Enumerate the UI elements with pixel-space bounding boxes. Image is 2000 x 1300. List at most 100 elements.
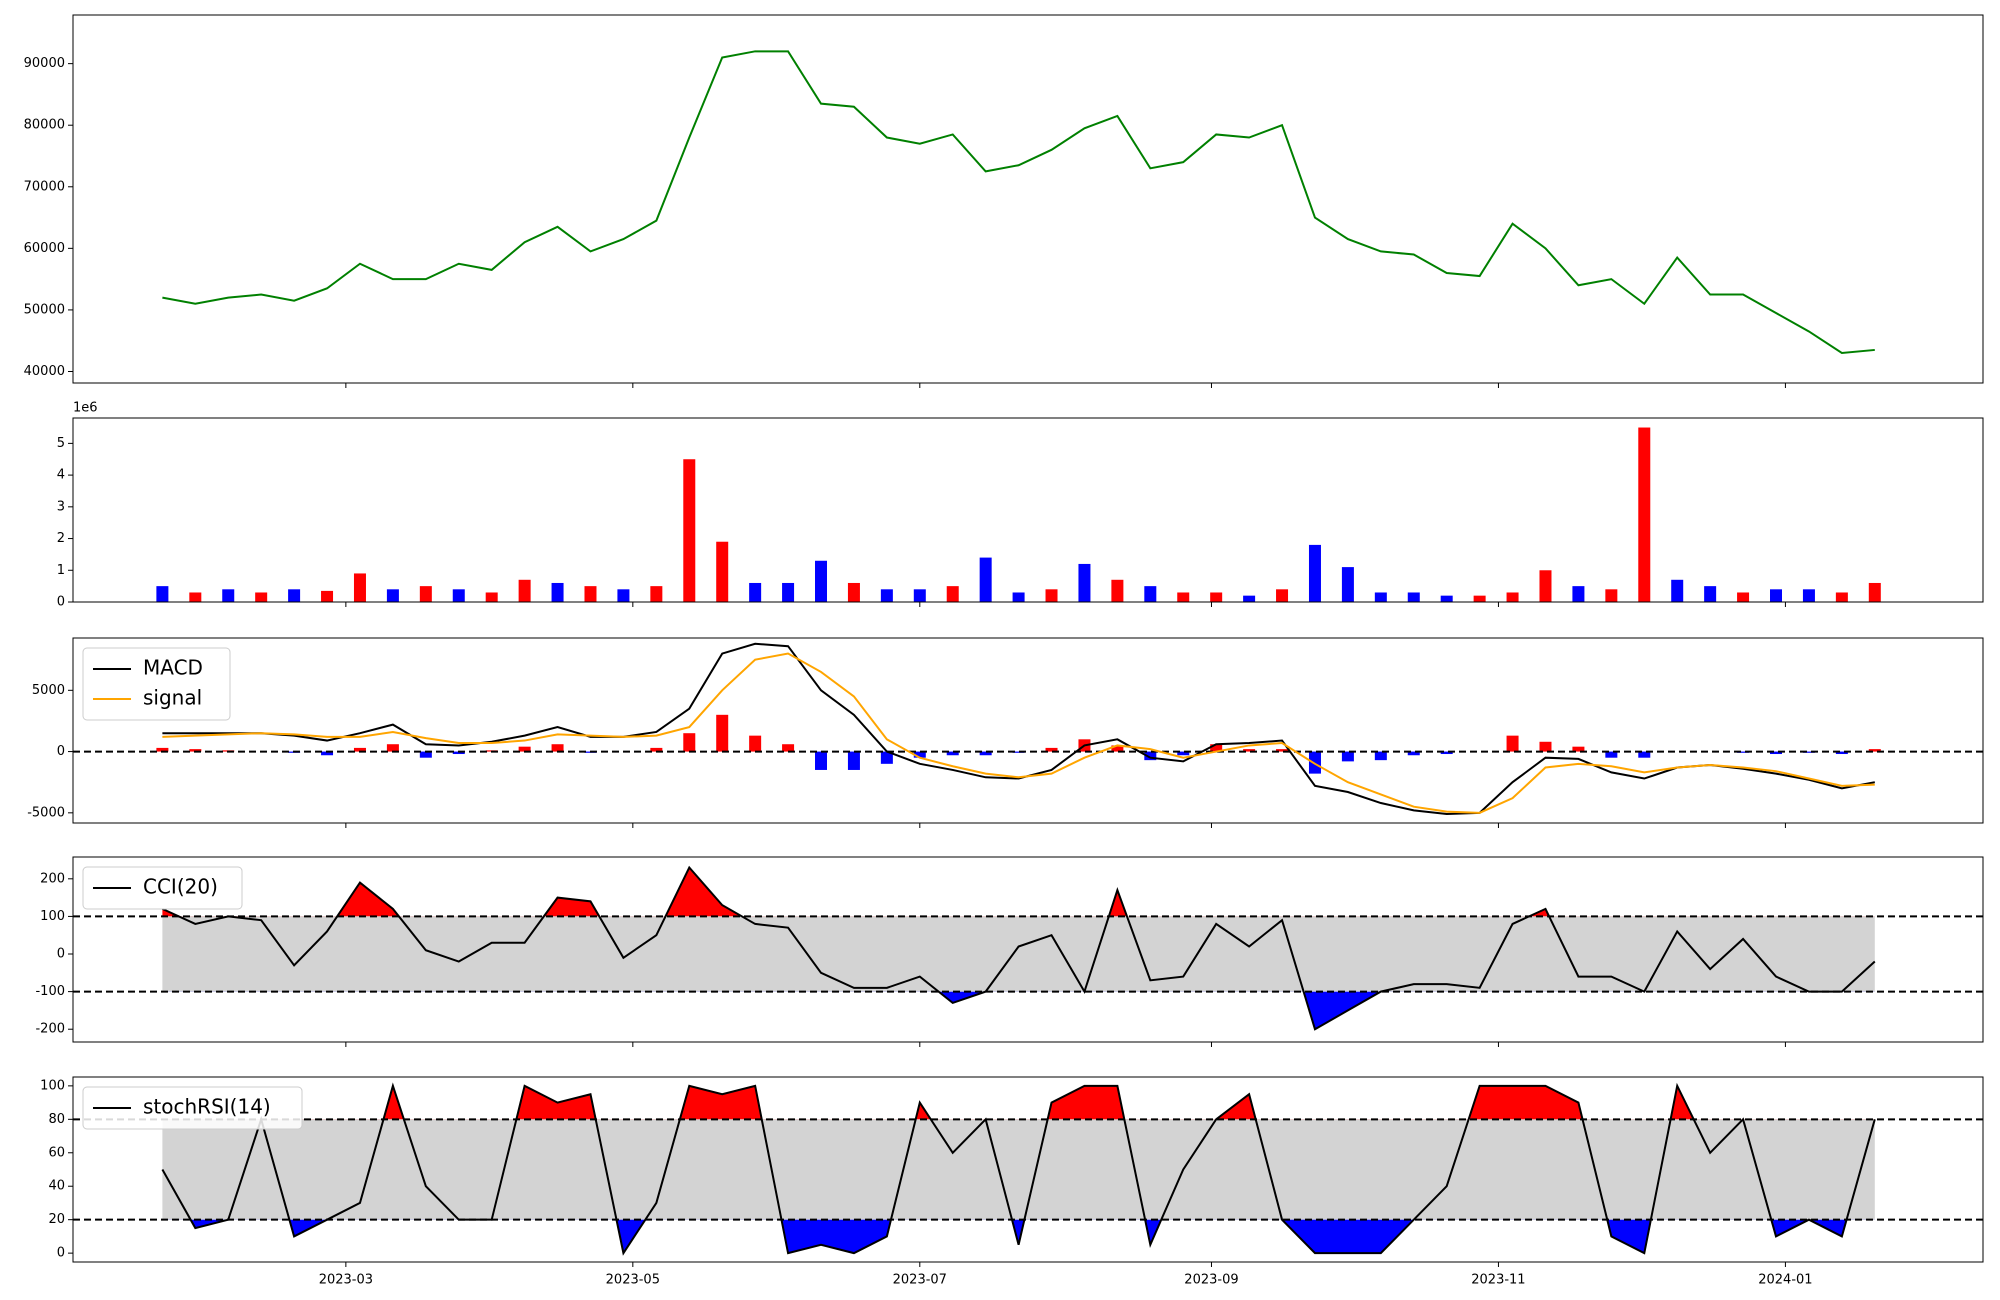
histogram-bar: [749, 735, 762, 752]
volume-bar: [617, 589, 630, 602]
volume-bar: [913, 589, 926, 602]
histogram-bar: [1144, 751, 1157, 761]
y-tick-label: 0: [57, 1246, 65, 1261]
histogram-bar: [1605, 751, 1618, 758]
volume-bar: [1308, 544, 1321, 602]
volume-bar: [1177, 592, 1190, 602]
x-tick-label: 2023-05: [606, 1273, 660, 1288]
panel-frame: [72, 637, 1984, 824]
volume-bar: [288, 589, 301, 602]
volume-bar: [1144, 586, 1157, 602]
y-tick-label: 0: [57, 947, 65, 962]
legend-label: signal: [143, 686, 202, 710]
legend-label: CCI(20): [143, 875, 218, 899]
series-line: [162, 652, 1875, 814]
volume-bar: [1243, 595, 1256, 602]
volume-bar: [1341, 567, 1354, 602]
y-tick-label: 40: [48, 1179, 65, 1194]
histogram-bar: [716, 714, 729, 752]
series-line: [162, 50, 1875, 355]
histogram-bar: [683, 733, 696, 752]
legend-label: stochRSI(14): [143, 1095, 271, 1119]
y-tick-label: 100: [40, 909, 65, 924]
y-tick-label: 5: [57, 436, 65, 451]
series-line: [161, 1082, 1876, 1256]
histogram-bar: [1210, 744, 1223, 752]
histogram-bar: [419, 751, 432, 758]
y-tick-label: 70000: [24, 179, 65, 194]
volume-bar: [650, 586, 663, 602]
oversold-fill: [162, 1219, 1875, 1254]
overbought-fill: [383, 1085, 1694, 1120]
panel-frame: [72, 1076, 1984, 1263]
volume-bar: [551, 582, 564, 602]
histogram-bar: [1506, 735, 1519, 752]
volume-bar: [1638, 427, 1651, 602]
volume-bar: [156, 586, 169, 602]
histogram-bar: [1012, 751, 1025, 753]
y-tick-label: 200: [40, 871, 65, 886]
volume-bar: [1835, 592, 1848, 602]
histogram-bar: [1638, 751, 1651, 758]
volume-bar: [1605, 589, 1618, 602]
y-tick-label: 3: [57, 499, 65, 514]
histogram-bar: [1308, 751, 1321, 774]
volume-bar: [518, 579, 531, 602]
histogram-bar: [353, 747, 366, 752]
x-tick-label: 2024-01: [1758, 1273, 1812, 1288]
volume-bar: [189, 592, 202, 602]
y-tick-label: 60000: [24, 241, 65, 256]
volume-bar: [847, 582, 860, 602]
legend-box: [82, 647, 231, 721]
volume-bar: [353, 573, 366, 602]
histogram-bar: [156, 747, 169, 752]
volume-bar: [683, 459, 696, 602]
volume-bar: [880, 589, 893, 602]
volume-bar: [716, 541, 729, 602]
volume-bar: [452, 589, 465, 602]
x-tick-label: 2023-11: [1471, 1273, 1525, 1288]
neutral-band: [162, 916, 1875, 992]
panel-frame: [72, 856, 1984, 1043]
volume-bar: [1770, 589, 1783, 602]
panel-frame: [72, 14, 1984, 384]
histogram-bar: [321, 751, 334, 756]
y-tick-label: 0: [57, 744, 65, 759]
histogram-bar: [815, 751, 828, 770]
volume-bar: [815, 560, 828, 602]
neutral-band: [162, 1119, 1875, 1220]
volume-bar: [1407, 592, 1420, 602]
volume-bar: [1539, 570, 1552, 602]
histogram-bar: [1440, 751, 1453, 755]
series-line: [162, 642, 1875, 816]
volume-bar: [1473, 595, 1486, 602]
y-tick-label: 80: [48, 1112, 65, 1127]
histogram-bar: [1276, 749, 1289, 752]
volume-bar: [419, 586, 432, 602]
histogram-bar: [1868, 749, 1881, 752]
volume-bar: [1045, 589, 1058, 602]
y-tick-label: 60: [48, 1145, 65, 1160]
histogram-bar: [1407, 751, 1420, 756]
y-tick-label: 0: [57, 595, 65, 610]
volume-bar: [321, 590, 334, 602]
histogram-bar: [880, 751, 893, 764]
volume-bar: [1704, 586, 1717, 602]
y-tick-label: 2: [57, 531, 65, 546]
histogram-bar: [1572, 746, 1585, 752]
y-tick-label: 20: [48, 1212, 65, 1227]
volume-bar: [1671, 579, 1684, 602]
y-tick-label: -200: [35, 1022, 65, 1037]
volume-bar: [222, 589, 235, 602]
y-tick-label: 100: [40, 1078, 65, 1093]
y-tick-label: -100: [35, 984, 65, 999]
legend-box: [82, 1086, 303, 1130]
y-tick-label: 5000: [32, 683, 65, 698]
y-tick-label: 4: [57, 468, 65, 483]
volume-bar: [1737, 592, 1750, 602]
volume-bar: [1572, 586, 1585, 602]
histogram-bar: [386, 744, 399, 752]
volume-bar: [782, 582, 795, 602]
series-line: [161, 865, 1876, 1031]
